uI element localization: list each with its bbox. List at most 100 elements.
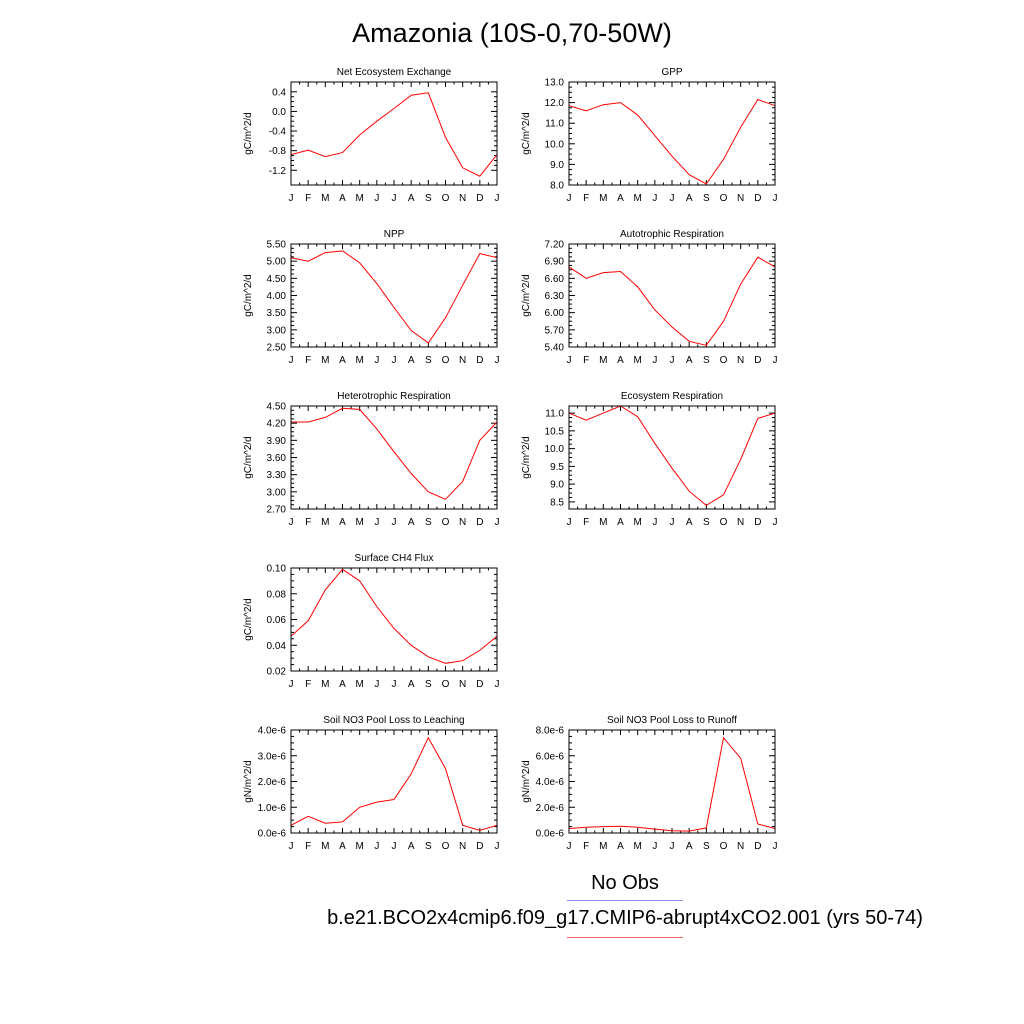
y-tick-label: 8.0e-6 — [536, 726, 565, 737]
x-tick-label: M — [633, 517, 641, 528]
x-tick-label: J — [289, 679, 294, 690]
x-tick-label: N — [737, 517, 744, 528]
y-tick-label: 2.70 — [267, 505, 287, 516]
x-tick-label: D — [476, 355, 483, 366]
y-tick-label: 0.04 — [267, 641, 287, 652]
x-tick-label: J — [289, 517, 294, 528]
x-tick-label: J — [652, 517, 657, 528]
y-axis-label: gC/m^2/d — [243, 436, 254, 479]
x-tick-label: A — [339, 355, 346, 366]
x-tick-label: A — [408, 517, 415, 528]
x-tick-label: J — [289, 841, 294, 852]
x-tick-label: M — [321, 193, 329, 204]
y-tick-label: 6.30 — [545, 291, 565, 302]
x-tick-label: S — [425, 841, 432, 852]
x-tick-label: S — [703, 355, 710, 366]
y-tick-label: 8.5 — [550, 497, 564, 508]
x-tick-label: F — [305, 193, 311, 204]
y-tick-label: 5.00 — [267, 257, 287, 268]
series-line — [568, 736, 776, 832]
y-tick-label: 10.5 — [545, 426, 565, 437]
x-tick-label: F — [305, 679, 311, 690]
series-line — [290, 736, 498, 831]
x-tick-label: J — [670, 355, 675, 366]
x-tick-label: A — [339, 193, 346, 204]
x-tick-label: N — [737, 193, 744, 204]
y-tick-label: 11.0 — [545, 119, 564, 130]
x-tick-label: O — [720, 517, 728, 528]
legend-case-label: b.e21.BCO2x4cmip6.f09_g17.CMIP6-abrupt4x… — [327, 907, 923, 929]
x-tick-label: J — [289, 355, 294, 366]
x-tick-label: F — [305, 355, 311, 366]
x-tick-label: N — [459, 841, 466, 852]
y-axis-label: gC/m^2/d — [521, 436, 532, 479]
x-tick-label: J — [567, 355, 572, 366]
chart-title: Ecosystem Respiration — [621, 391, 723, 402]
x-tick-label: D — [754, 193, 761, 204]
y-tick-label: 0.08 — [267, 589, 287, 600]
plot-frame — [290, 729, 498, 834]
y-tick-label: 3.30 — [267, 470, 287, 481]
x-tick-label: D — [476, 679, 483, 690]
y-tick-label: 0.06 — [267, 615, 287, 626]
x-tick-label: S — [425, 355, 432, 366]
x-tick-label: A — [408, 679, 415, 690]
y-tick-label: 3.00 — [267, 325, 287, 336]
y-tick-label: -1.2 — [269, 166, 287, 177]
x-tick-label: J — [374, 679, 379, 690]
y-tick-label: 6.90 — [545, 257, 565, 268]
y-tick-label: -0.8 — [269, 146, 287, 157]
y-tick-label: 4.20 — [267, 419, 287, 430]
x-tick-label: J — [652, 355, 657, 366]
x-tick-label: D — [476, 193, 483, 204]
legend-no-obs-label: No Obs — [591, 872, 659, 894]
x-tick-label: J — [773, 193, 778, 204]
plot-frame — [568, 405, 776, 510]
x-tick-label: A — [339, 841, 346, 852]
y-tick-label: 5.40 — [545, 343, 565, 354]
y-axis-label: gC/m^2/d — [521, 112, 532, 155]
x-tick-label: O — [720, 355, 728, 366]
x-tick-label: A — [408, 355, 415, 366]
y-axis-label: gC/m^2/d — [243, 274, 254, 317]
plot-frame — [290, 81, 498, 186]
x-tick-label: J — [670, 193, 675, 204]
x-tick-label: M — [321, 355, 329, 366]
x-tick-label: J — [374, 517, 379, 528]
x-tick-label: M — [633, 355, 641, 366]
x-tick-label: J — [392, 355, 397, 366]
x-tick-label: A — [686, 841, 693, 852]
x-tick-label: A — [686, 193, 693, 204]
chart-title: Soil NO3 Pool Loss to Runoff — [607, 715, 737, 726]
x-tick-label: O — [442, 679, 450, 690]
x-tick-label: S — [425, 517, 432, 528]
y-tick-label: 5.50 — [267, 240, 287, 251]
x-tick-label: J — [670, 841, 675, 852]
y-tick-label: 0.10 — [267, 564, 287, 575]
y-tick-label: 0.0 — [272, 107, 286, 118]
y-tick-label: 0.0e-6 — [258, 829, 287, 840]
x-tick-label: F — [583, 355, 589, 366]
x-tick-label: M — [355, 193, 363, 204]
y-tick-label: -0.4 — [269, 127, 287, 138]
series-line — [568, 405, 776, 507]
y-tick-label: 4.00 — [267, 291, 287, 302]
x-tick-label: J — [392, 517, 397, 528]
y-axis-label: gC/m^2/d — [243, 112, 254, 155]
y-tick-label: 9.5 — [550, 462, 564, 473]
x-tick-label: N — [459, 193, 466, 204]
y-tick-label: 4.0e-6 — [258, 726, 287, 737]
x-tick-label: M — [599, 841, 607, 852]
series-line — [291, 407, 498, 500]
x-tick-label: M — [355, 841, 363, 852]
x-tick-label: A — [617, 193, 624, 204]
x-tick-label: N — [459, 517, 466, 528]
x-tick-label: S — [425, 679, 432, 690]
x-tick-label: J — [567, 517, 572, 528]
x-tick-label: D — [476, 517, 483, 528]
y-tick-label: 6.0e-6 — [536, 751, 565, 762]
y-tick-label: 3.0e-6 — [258, 751, 287, 762]
